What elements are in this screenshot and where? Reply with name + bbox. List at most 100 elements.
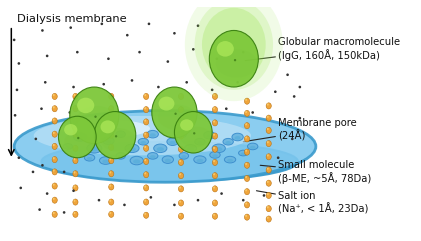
- Ellipse shape: [73, 118, 78, 124]
- Ellipse shape: [266, 154, 271, 160]
- Ellipse shape: [40, 107, 43, 110]
- Text: Salt ion
(Na⁺, < 1Å, 23Da): Salt ion (Na⁺, < 1Å, 23Da): [256, 191, 368, 214]
- Ellipse shape: [53, 144, 55, 146]
- Ellipse shape: [157, 86, 160, 88]
- Ellipse shape: [245, 175, 250, 181]
- Ellipse shape: [158, 104, 197, 130]
- Ellipse shape: [115, 135, 117, 137]
- Ellipse shape: [245, 123, 247, 126]
- Ellipse shape: [73, 131, 78, 137]
- Ellipse shape: [138, 51, 141, 54]
- Ellipse shape: [213, 134, 215, 136]
- Ellipse shape: [46, 55, 48, 57]
- Ellipse shape: [154, 144, 167, 153]
- Ellipse shape: [250, 146, 256, 149]
- Ellipse shape: [267, 141, 269, 143]
- Ellipse shape: [179, 107, 181, 109]
- Ellipse shape: [267, 154, 269, 157]
- Ellipse shape: [245, 98, 250, 104]
- Ellipse shape: [248, 143, 258, 150]
- Ellipse shape: [74, 146, 75, 148]
- Ellipse shape: [147, 130, 158, 138]
- Ellipse shape: [212, 146, 218, 152]
- Ellipse shape: [109, 94, 111, 96]
- Ellipse shape: [74, 212, 75, 214]
- Ellipse shape: [245, 202, 247, 205]
- Ellipse shape: [212, 200, 218, 206]
- Ellipse shape: [87, 157, 93, 160]
- Ellipse shape: [63, 211, 65, 214]
- Ellipse shape: [72, 86, 75, 88]
- Ellipse shape: [179, 214, 181, 216]
- Ellipse shape: [179, 200, 184, 206]
- Ellipse shape: [152, 87, 197, 138]
- Ellipse shape: [211, 88, 213, 91]
- Ellipse shape: [213, 147, 215, 149]
- Ellipse shape: [144, 200, 146, 202]
- Ellipse shape: [245, 162, 250, 168]
- Ellipse shape: [179, 160, 181, 162]
- Ellipse shape: [197, 141, 203, 144]
- Ellipse shape: [245, 202, 250, 208]
- Ellipse shape: [187, 147, 194, 151]
- Ellipse shape: [109, 184, 114, 190]
- Ellipse shape: [213, 173, 215, 175]
- Ellipse shape: [44, 81, 47, 84]
- Ellipse shape: [109, 106, 111, 108]
- Ellipse shape: [197, 159, 203, 162]
- Ellipse shape: [144, 159, 146, 161]
- Ellipse shape: [173, 204, 176, 206]
- Ellipse shape: [197, 199, 199, 201]
- Ellipse shape: [109, 119, 111, 122]
- Ellipse shape: [109, 133, 111, 135]
- Ellipse shape: [225, 107, 228, 110]
- Ellipse shape: [212, 107, 218, 113]
- Ellipse shape: [130, 156, 143, 165]
- Ellipse shape: [63, 144, 72, 149]
- Ellipse shape: [125, 144, 139, 153]
- Ellipse shape: [74, 171, 75, 174]
- Ellipse shape: [74, 132, 75, 134]
- Ellipse shape: [101, 23, 103, 25]
- Ellipse shape: [84, 154, 95, 161]
- Ellipse shape: [174, 113, 177, 115]
- Text: Membrane pore
(24Å): Membrane pore (24Å): [243, 118, 357, 142]
- Ellipse shape: [293, 95, 296, 98]
- Ellipse shape: [245, 214, 247, 217]
- Ellipse shape: [149, 196, 152, 199]
- Ellipse shape: [138, 138, 149, 145]
- Ellipse shape: [195, 138, 205, 145]
- Ellipse shape: [245, 99, 247, 101]
- Ellipse shape: [109, 199, 114, 205]
- Ellipse shape: [101, 120, 115, 133]
- Ellipse shape: [179, 186, 181, 189]
- Ellipse shape: [179, 134, 184, 137]
- Ellipse shape: [209, 30, 258, 87]
- Ellipse shape: [245, 149, 247, 152]
- Ellipse shape: [53, 198, 55, 200]
- Ellipse shape: [213, 94, 215, 96]
- Ellipse shape: [70, 87, 119, 144]
- Ellipse shape: [213, 120, 215, 123]
- Ellipse shape: [131, 79, 133, 82]
- Ellipse shape: [109, 94, 114, 100]
- Ellipse shape: [16, 88, 18, 91]
- Ellipse shape: [195, 0, 273, 90]
- Ellipse shape: [14, 114, 16, 117]
- Ellipse shape: [65, 146, 70, 149]
- Ellipse shape: [144, 94, 149, 100]
- Ellipse shape: [267, 206, 269, 208]
- Ellipse shape: [212, 186, 218, 192]
- Ellipse shape: [212, 213, 218, 219]
- Ellipse shape: [73, 94, 78, 100]
- Ellipse shape: [179, 94, 184, 100]
- Ellipse shape: [109, 212, 111, 214]
- Ellipse shape: [245, 149, 250, 155]
- Ellipse shape: [116, 153, 125, 159]
- Ellipse shape: [52, 94, 57, 100]
- Ellipse shape: [179, 94, 181, 96]
- Ellipse shape: [74, 118, 75, 121]
- Ellipse shape: [73, 171, 78, 177]
- Ellipse shape: [53, 118, 55, 121]
- Text: Small molecule
(β-ME, ~5Å, 78Da): Small molecule (β-ME, ~5Å, 78Da): [260, 160, 371, 183]
